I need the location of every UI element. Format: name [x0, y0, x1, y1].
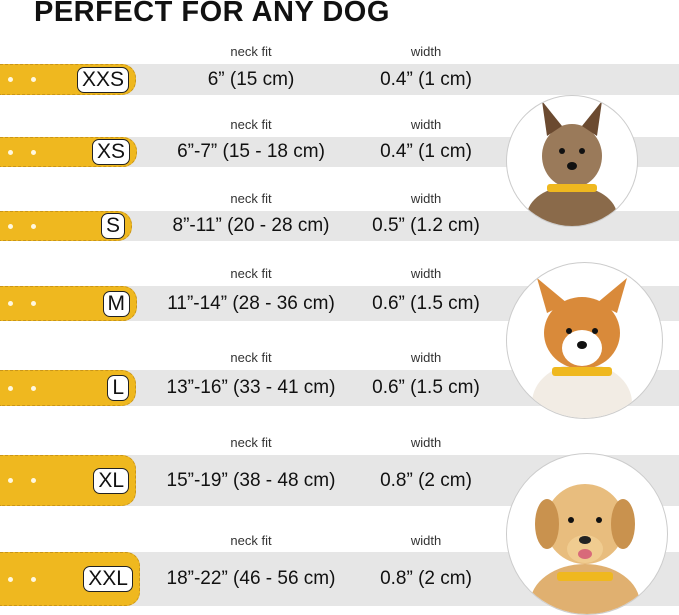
width-label: width [410, 117, 442, 132]
neck-fit-value: 6” (15 cm) [207, 68, 295, 90]
size-label: S [100, 213, 125, 239]
width-value: 0.6” (1.5 cm) [372, 377, 480, 398]
collar-hole [8, 301, 13, 306]
width-value: 0.8” (2 cm) [380, 568, 472, 589]
collar-hole [31, 223, 36, 229]
width-label: width [410, 435, 442, 450]
page-title: PERFECT FOR ANY DOG [34, 0, 390, 28]
collar-hole [31, 478, 36, 483]
neck-fit-label: neck fit [230, 350, 272, 365]
neck-fit-label: neck fit [230, 266, 272, 281]
width-value: 0.4” (1 cm) [380, 68, 472, 90]
collar-hole [8, 385, 13, 391]
width-value: 0.6” (1.5 cm) [372, 292, 480, 314]
size-label: XXL [83, 566, 133, 592]
size-label: M [102, 290, 130, 317]
corgi-photo [506, 262, 663, 419]
neck-fit-value: 13”-16” (33 - 41 cm) [166, 377, 336, 398]
small-dog-photo [506, 95, 638, 227]
width-label: width [410, 191, 442, 206]
width-value: 0.4” (1 cm) [380, 141, 472, 162]
collar-hole [8, 77, 13, 82]
collar-image: XS [0, 137, 137, 167]
width-label: width [410, 350, 442, 365]
size-label: XXS [76, 66, 129, 93]
collar-image: L [0, 370, 136, 406]
neck-fit-label: neck fit [230, 533, 272, 548]
width-label: width [410, 44, 442, 59]
width-label: width [410, 266, 442, 281]
neck-fit-value: 6”-7” (15 - 18 cm) [177, 141, 325, 162]
collar-hole [31, 385, 36, 391]
collar-image: S [0, 211, 132, 241]
neck-fit-label: neck fit [230, 117, 272, 132]
collar-hole [8, 223, 13, 229]
neck-fit-label: neck fit [230, 44, 272, 59]
collar-hole [31, 149, 36, 155]
neck-fit-value: 15”-19” (38 - 48 cm) [166, 469, 336, 491]
neck-fit-value: 18”-22” (46 - 56 cm) [166, 568, 336, 589]
width-value: 0.5” (1.2 cm) [372, 215, 480, 236]
labrador-photo [506, 453, 668, 615]
width-label: width [410, 533, 442, 548]
collar-image: XXL [0, 552, 140, 606]
collar-hole [31, 77, 36, 82]
size-label: L [107, 375, 129, 401]
collar-hole [8, 149, 13, 155]
collar-image: M [0, 286, 137, 321]
collar-hole [31, 301, 36, 306]
width-value: 0.8” (2 cm) [380, 469, 472, 491]
neck-fit-label: neck fit [230, 191, 272, 206]
size-label: XS [91, 139, 130, 165]
neck-fit-label: neck fit [230, 435, 272, 450]
collar-image: XXS [0, 64, 136, 95]
neck-fit-value: 8”-11” (20 - 28 cm) [172, 215, 330, 236]
neck-fit-value: 11”-14” (28 - 36 cm) [167, 292, 335, 314]
size-label: XL [93, 467, 129, 494]
collar-hole [31, 576, 36, 582]
collar-hole [8, 478, 13, 483]
collar-hole [8, 576, 13, 582]
collar-image: XL [0, 455, 136, 506]
